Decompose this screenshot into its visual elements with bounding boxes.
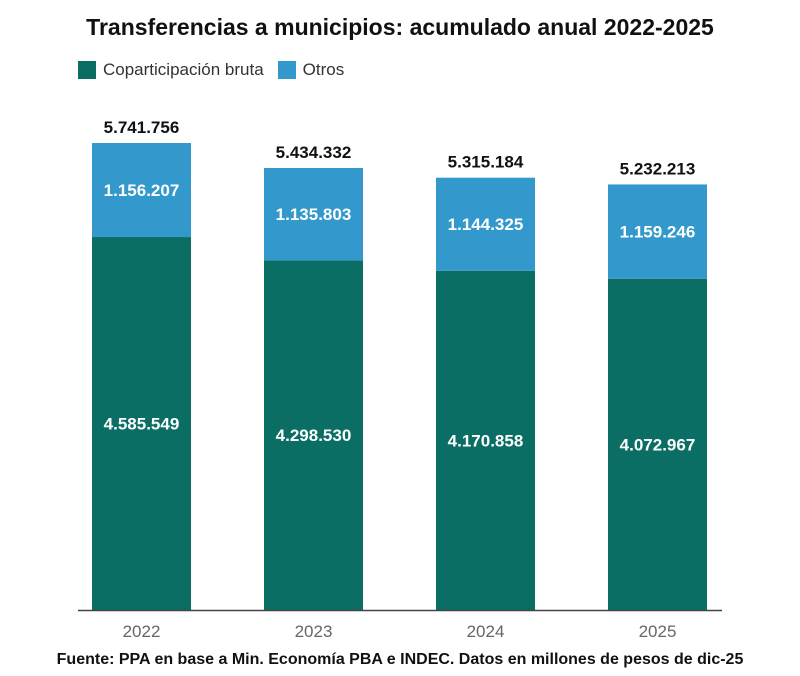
bar-segment-otros-2022 bbox=[92, 143, 191, 238]
legend-item-coparticipacion: Coparticipación bruta bbox=[78, 60, 264, 80]
total-label-2024: 5.315.184 bbox=[448, 153, 524, 172]
bar-segment-coparticipacion-2022 bbox=[92, 237, 191, 610]
bar-segment-coparticipacion-2024 bbox=[436, 270, 535, 610]
bar-segment-coparticipacion-2023 bbox=[264, 260, 363, 610]
legend-label-coparticipacion: Coparticipación bruta bbox=[103, 60, 264, 79]
bar-segment-coparticipacion-2025 bbox=[608, 278, 707, 610]
x-tick-label-2024: 2024 bbox=[467, 622, 505, 641]
data-label-otros-2024: 1.144.325 bbox=[448, 215, 524, 234]
data-label-otros-2023: 1.135.803 bbox=[276, 205, 352, 224]
legend-label-otros: Otros bbox=[302, 60, 345, 79]
bar-segment-otros-2024 bbox=[436, 177, 535, 271]
data-label-otros-2022: 1.156.207 bbox=[104, 181, 180, 200]
total-label-2025: 5.232.213 bbox=[620, 159, 696, 178]
legend-swatch-coparticipacion bbox=[78, 61, 96, 79]
x-tick-label-2025: 2025 bbox=[639, 622, 677, 641]
data-label-coparticipacion-2025: 4.072.967 bbox=[620, 435, 696, 454]
data-label-coparticipacion-2023: 4.298.530 bbox=[276, 426, 352, 445]
chart-legend: Coparticipación bruta Otros bbox=[78, 60, 358, 80]
legend-item-otros: Otros bbox=[277, 60, 345, 80]
bar-segment-otros-2025 bbox=[608, 184, 707, 279]
total-label-2023: 5.434.332 bbox=[276, 143, 352, 162]
data-label-otros-2025: 1.159.246 bbox=[620, 223, 696, 242]
legend-swatch-otros bbox=[277, 61, 296, 79]
data-label-coparticipacion-2024: 4.170.858 bbox=[448, 431, 524, 450]
chart-title: Transferencias a municipios: acumulado a… bbox=[86, 14, 714, 40]
source-note: Fuente: PPA en base a Min. Economía PBA … bbox=[56, 651, 744, 668]
bar-segment-otros-2023 bbox=[264, 168, 363, 261]
x-tick-label-2023: 2023 bbox=[295, 622, 333, 641]
x-tick-label-2022: 2022 bbox=[123, 622, 161, 641]
data-label-coparticipacion-2022: 4.585.549 bbox=[104, 415, 180, 434]
total-label-2022: 5.741.756 bbox=[104, 118, 180, 137]
